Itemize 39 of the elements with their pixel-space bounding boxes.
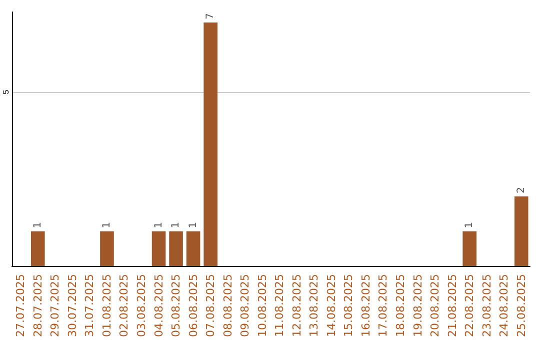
x-tick-label: 29.07.2025	[48, 274, 62, 338]
data-label: 1	[32, 222, 44, 228]
data-label: 2	[516, 187, 527, 194]
data-label: 1	[101, 222, 112, 228]
y-tick-label: 5	[2, 89, 10, 94]
data-label: 1	[464, 222, 476, 228]
data-label: 1	[170, 222, 182, 228]
x-tick-label: 21.08.2025	[446, 274, 459, 338]
x-tick-label: 28.07.2025	[31, 274, 44, 338]
x-tick-label: 11.08.2025	[273, 274, 286, 338]
x-tick-label: 08.08.2025	[221, 274, 234, 338]
x-tick-label: 05.08.2025	[170, 274, 183, 338]
x-tick-label: 02.08.2025	[118, 274, 131, 338]
x-tick-label: 03.08.2025	[135, 274, 148, 338]
x-tick-label: 25.08.2025	[514, 274, 528, 338]
x-tick-label: 23.08.2025	[480, 274, 494, 338]
x-tick-label: 07.08.2025	[204, 274, 218, 338]
data-label: 7	[205, 13, 216, 20]
x-tick-label: 06.08.2025	[186, 274, 200, 338]
x-tick-label: 10.08.2025	[256, 274, 269, 338]
x-tick-label: 31.07.2025	[83, 274, 96, 338]
x-tick-label: 22.08.2025	[463, 274, 476, 338]
data-label: 1	[188, 222, 199, 228]
x-tick-label: 24.08.2025	[498, 274, 511, 338]
x-tick-label: 04.08.2025	[152, 274, 166, 338]
x-tick-label: 14.08.2025	[324, 274, 338, 338]
x-tick-label: 12.08.2025	[290, 274, 304, 338]
x-tick-label: 20.08.2025	[428, 274, 442, 338]
x-tick-label: 27.07.2025	[14, 274, 28, 338]
x-tick-label: 17.08.2025	[376, 274, 390, 338]
x-tick-label: 15.08.2025	[342, 274, 356, 338]
x-tick-label: 01.08.2025	[100, 274, 114, 338]
x-tick-label: 18.08.2025	[394, 274, 407, 338]
x-tick-label: 13.08.2025	[308, 274, 321, 338]
data-label: 1	[153, 222, 164, 228]
x-tick-label: 09.08.2025	[238, 274, 252, 338]
x-tick-label: 19.08.2025	[411, 274, 424, 338]
x-tick-label: 30.07.2025	[66, 274, 79, 338]
x-tick-label: 16.08.2025	[359, 274, 372, 338]
